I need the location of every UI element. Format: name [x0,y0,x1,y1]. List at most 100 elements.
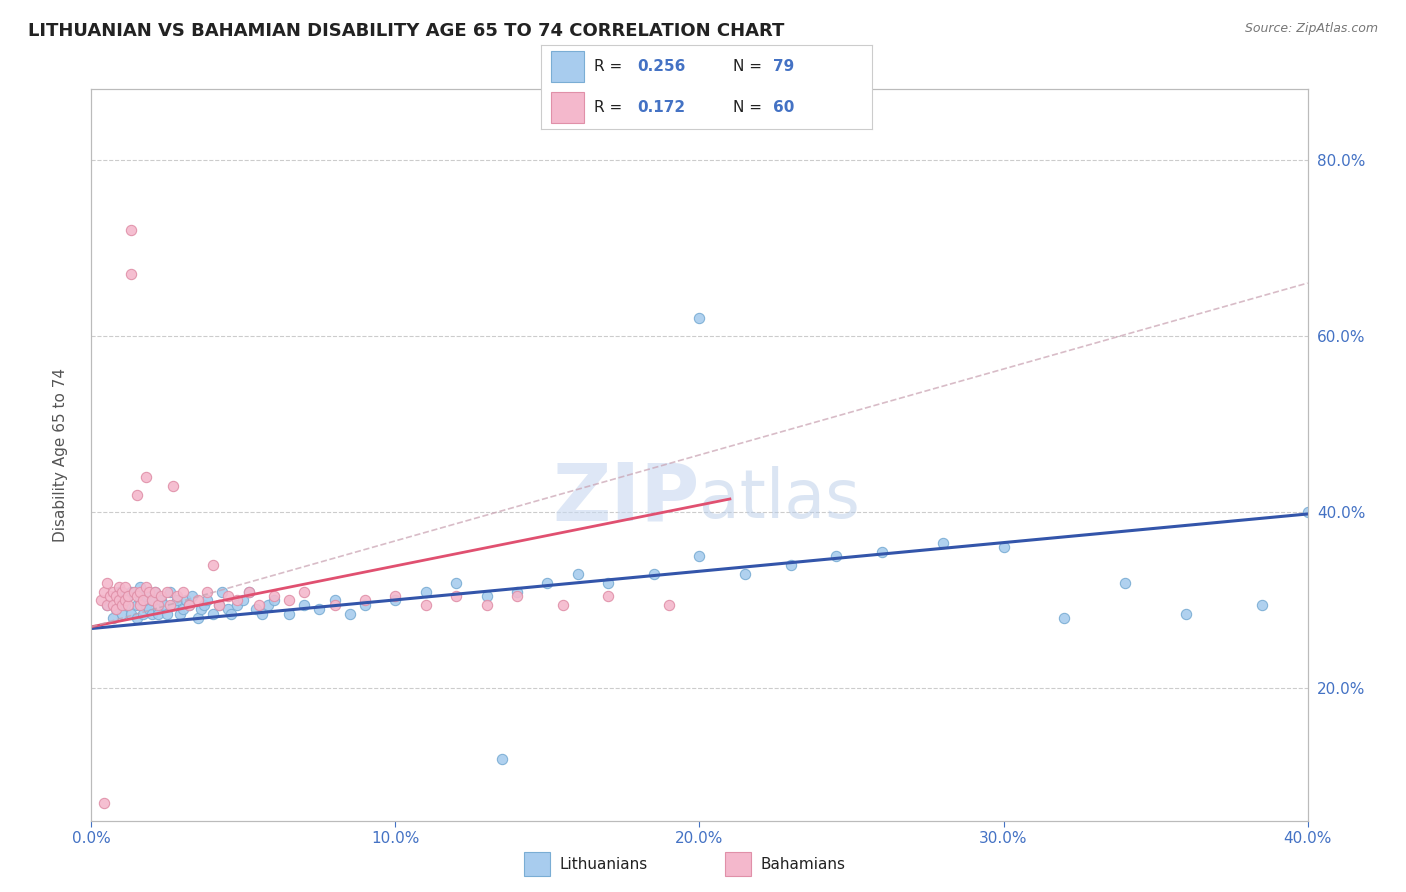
Point [292,584,315,599]
Point [138,602,160,616]
Point [354,593,377,607]
Point [120,607,142,621]
Point [536,575,558,590]
Point [132,607,155,621]
Point [141,593,163,607]
Point [143,584,166,599]
Point [250,607,273,621]
Point [187,611,209,625]
Point [195,584,218,599]
Point [384,593,406,607]
FancyBboxPatch shape [524,853,550,876]
Point [870,545,893,559]
Text: 0.256: 0.256 [637,59,686,74]
Text: Source: ZipAtlas.com: Source: ZipAtlas.com [1244,22,1378,36]
Text: LITHUANIAN VS BAHAMIAN DISABILITY AGE 65 TO 74 CORRELATION CHART: LITHUANIAN VS BAHAMIAN DISABILITY AGE 65… [28,22,785,40]
Point [104,602,127,616]
Point [101,584,124,599]
Point [208,598,231,612]
Point [166,593,188,607]
Point [117,598,139,612]
Point [172,602,194,616]
Point [111,584,134,599]
Point [129,580,152,594]
Point [125,487,148,501]
Point [551,598,574,612]
Point [384,589,406,603]
Text: R =: R = [595,100,627,115]
Y-axis label: Disability Age 65 to 74: Disability Age 65 to 74 [53,368,67,542]
Point [107,580,129,594]
Point [415,584,437,599]
Point [120,223,142,237]
Point [148,598,170,612]
Point [308,602,330,616]
Point [444,575,467,590]
Point [658,598,681,612]
Point [143,584,166,599]
Point [101,598,124,612]
Point [159,584,181,599]
Point [256,598,278,612]
Point [226,598,249,612]
Text: R =: R = [595,59,627,74]
FancyBboxPatch shape [551,52,585,82]
Point [292,598,315,612]
Point [93,584,115,599]
Point [1053,611,1076,625]
Point [1251,598,1274,612]
Point [993,541,1015,555]
Point [202,558,225,572]
Point [174,593,197,607]
Point [117,589,139,603]
Text: N =: N = [733,100,766,115]
Point [122,584,145,599]
Point [226,593,249,607]
Point [104,589,127,603]
FancyBboxPatch shape [551,92,585,122]
Point [169,607,191,621]
Point [202,607,225,621]
Point [263,589,285,603]
Point [444,589,467,603]
Point [159,598,181,612]
Text: ZIP: ZIP [553,459,699,538]
Point [162,598,184,612]
Point [111,607,134,621]
Point [89,593,111,607]
Point [153,598,176,612]
Point [278,593,301,607]
Point [217,589,239,603]
Point [141,607,163,621]
Point [141,593,163,607]
Point [1114,575,1136,590]
Point [156,607,179,621]
Point [98,589,121,603]
Point [96,575,118,590]
Text: 60: 60 [773,100,794,115]
Point [101,611,124,625]
Point [354,598,377,612]
Point [475,589,498,603]
Text: 0.172: 0.172 [637,100,685,115]
Point [125,589,148,603]
Point [93,796,115,810]
Point [180,589,202,603]
Point [475,598,498,612]
Point [129,593,152,607]
Point [506,584,529,599]
Point [232,593,254,607]
Point [190,602,212,616]
Point [195,593,218,607]
Text: Bahamians: Bahamians [761,857,845,871]
Point [150,593,173,607]
Point [688,311,710,326]
Point [162,479,184,493]
Point [96,598,118,612]
Point [238,584,260,599]
Point [104,602,127,616]
Point [148,602,170,616]
Point [132,593,155,607]
Point [323,593,346,607]
Point [779,558,801,572]
